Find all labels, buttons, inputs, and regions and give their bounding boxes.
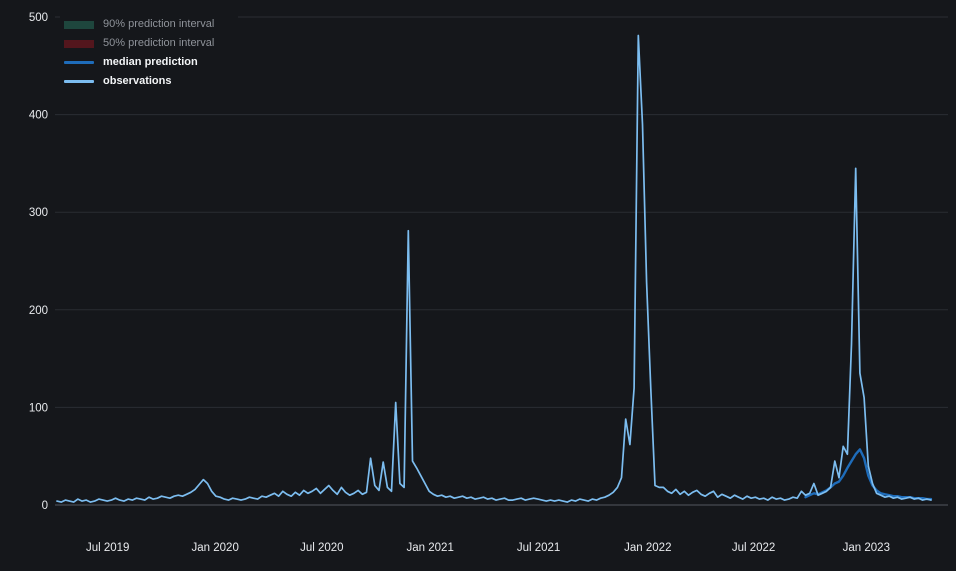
y-tick-label: 0 bbox=[42, 500, 48, 512]
interval-90-swatch-icon bbox=[64, 20, 94, 29]
y-tick-label: 300 bbox=[29, 207, 48, 219]
legend-item-median: median prediction bbox=[64, 53, 234, 72]
interval-50-swatch-icon bbox=[64, 39, 94, 48]
observations-line bbox=[56, 34, 932, 503]
x-tick-label: Jul 2022 bbox=[732, 542, 775, 554]
y-tick-label: 200 bbox=[29, 305, 48, 317]
observations-line-swatch-icon bbox=[64, 80, 94, 83]
y-tick-label: 400 bbox=[29, 110, 48, 122]
legend-item-90-interval: 90% prediction interval bbox=[64, 15, 234, 34]
legend-item-observations: observations bbox=[64, 72, 234, 91]
legend-label-median: median prediction bbox=[103, 56, 198, 68]
legend-label-90-interval: 90% prediction interval bbox=[103, 18, 215, 30]
x-tick-label: Jul 2020 bbox=[300, 542, 343, 554]
x-tick-label: Jul 2019 bbox=[86, 542, 129, 554]
legend-label-observations: observations bbox=[103, 75, 172, 87]
x-tick-label: Jan 2020 bbox=[192, 542, 239, 554]
chart-legend: 90% prediction interval 50% prediction i… bbox=[60, 13, 238, 95]
y-tick-label: 100 bbox=[29, 402, 48, 414]
y-tick-label: 500 bbox=[29, 12, 48, 24]
x-tick-label: Jan 2022 bbox=[624, 542, 671, 554]
legend-label-50-interval: 50% prediction interval bbox=[103, 37, 215, 49]
median-line-swatch-icon bbox=[64, 61, 94, 64]
x-tick-label: Jan 2023 bbox=[843, 542, 890, 554]
legend-item-50-interval: 50% prediction interval bbox=[64, 34, 234, 53]
x-tick-label: Jan 2021 bbox=[407, 542, 454, 554]
x-tick-label: Jul 2021 bbox=[517, 542, 560, 554]
